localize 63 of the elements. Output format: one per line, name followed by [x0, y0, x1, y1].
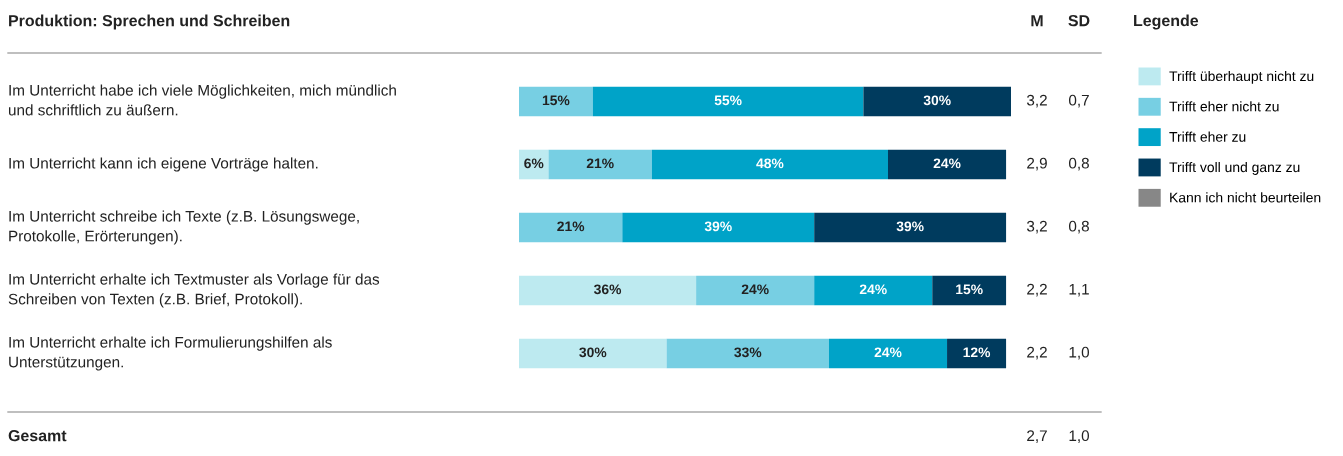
- text: 0,8: [1068, 220, 1089, 234]
- y-tick-label: Im Unterricht erhalte ich Formulierungshilfen als Unterstützungen.: [9, 336, 332, 371]
- bar: [548, 149, 652, 180]
- text: 1,1: [1069, 283, 1089, 297]
- data-label: 15%: [956, 284, 983, 295]
- data-label: 21%: [557, 221, 585, 232]
- data-label: 12%: [963, 347, 991, 358]
- text: 0,7: [1068, 94, 1089, 108]
- text: 2,7: [1027, 430, 1047, 443]
- data-label: 55%: [714, 95, 742, 106]
- bar: [696, 275, 815, 306]
- text: 3,2: [1026, 220, 1047, 234]
- bar: [519, 275, 697, 306]
- data-label: 39%: [704, 221, 732, 232]
- bar: [947, 338, 1007, 369]
- data-label: 30%: [579, 347, 607, 358]
- legend-label: Trifft eher zu: [1169, 131, 1246, 142]
- bar: [622, 212, 815, 243]
- data-label: 33%: [734, 347, 762, 358]
- bar: [863, 86, 1011, 117]
- bar: [651, 149, 888, 180]
- text: 1,0: [1069, 346, 1090, 360]
- bar: [888, 149, 1007, 180]
- text: 3,2: [1026, 94, 1047, 108]
- bar: [519, 149, 549, 180]
- text: 2,9: [1027, 157, 1047, 171]
- text: 2,2: [1027, 346, 1047, 360]
- text: Produktion: Sprechen und Schreiben: [9, 14, 290, 30]
- bar: [828, 338, 948, 369]
- text: 0,8: [1068, 157, 1089, 171]
- text: Gesamt: [8, 429, 67, 442]
- data-label: 24%: [933, 158, 961, 169]
- y-tick-label: Im Unterricht erhalte ich Textmuster als Vorlage für das Schreiben von Texten (z.B. Brief, Protokoll).: [8, 273, 380, 308]
- bar: [932, 275, 1007, 306]
- data-label: 24%: [859, 284, 887, 295]
- data-label: 6%: [524, 158, 544, 169]
- data-label: 39%: [896, 221, 924, 232]
- y-tick-label: Im Unterricht habe ich viele Möglichkeiten, mich mündlich und schriftlich zu äußern.: [8, 84, 396, 116]
- legend-title: Legende: [1134, 14, 1199, 30]
- text: 2,2: [1027, 283, 1047, 297]
- bar: [519, 212, 623, 243]
- text: 1,0: [1069, 430, 1090, 443]
- data-label: 30%: [923, 95, 951, 106]
- text: SD: [1068, 14, 1090, 27]
- legend-label: Trifft überhaupt nicht zu: [1169, 70, 1314, 84]
- y-tick-label: Im Unterricht kann ich eigene Vorträge halten.: [9, 157, 318, 172]
- bar: [519, 86, 593, 117]
- bar: [519, 338, 667, 369]
- legend-label: Trifft voll und ganz zu: [1169, 161, 1300, 175]
- data-label: 15%: [542, 95, 570, 106]
- y-tick-label: Im Unterricht schreibe ich Texte (z.B. Lösungswege, Protokolle, Erörterungen).: [9, 210, 359, 245]
- bar: [814, 275, 933, 306]
- data-label: 36%: [593, 284, 622, 295]
- data-label: 24%: [874, 347, 902, 358]
- bar: [814, 212, 1007, 243]
- text: M: [1031, 15, 1043, 27]
- data-label: 24%: [741, 284, 769, 295]
- bar: [666, 338, 829, 369]
- data-label: 48%: [756, 158, 784, 169]
- legend-label: Kann ich nicht beurteilen: [1170, 192, 1321, 203]
- legend-label: Trifft eher nicht zu: [1169, 101, 1279, 112]
- data-label: 21%: [586, 158, 614, 169]
- bar: [592, 86, 864, 117]
